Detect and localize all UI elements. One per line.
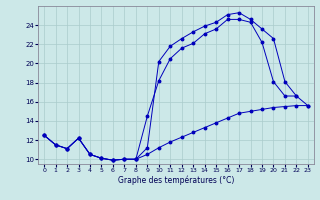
X-axis label: Graphe des températures (°C): Graphe des températures (°C) [118,176,234,185]
